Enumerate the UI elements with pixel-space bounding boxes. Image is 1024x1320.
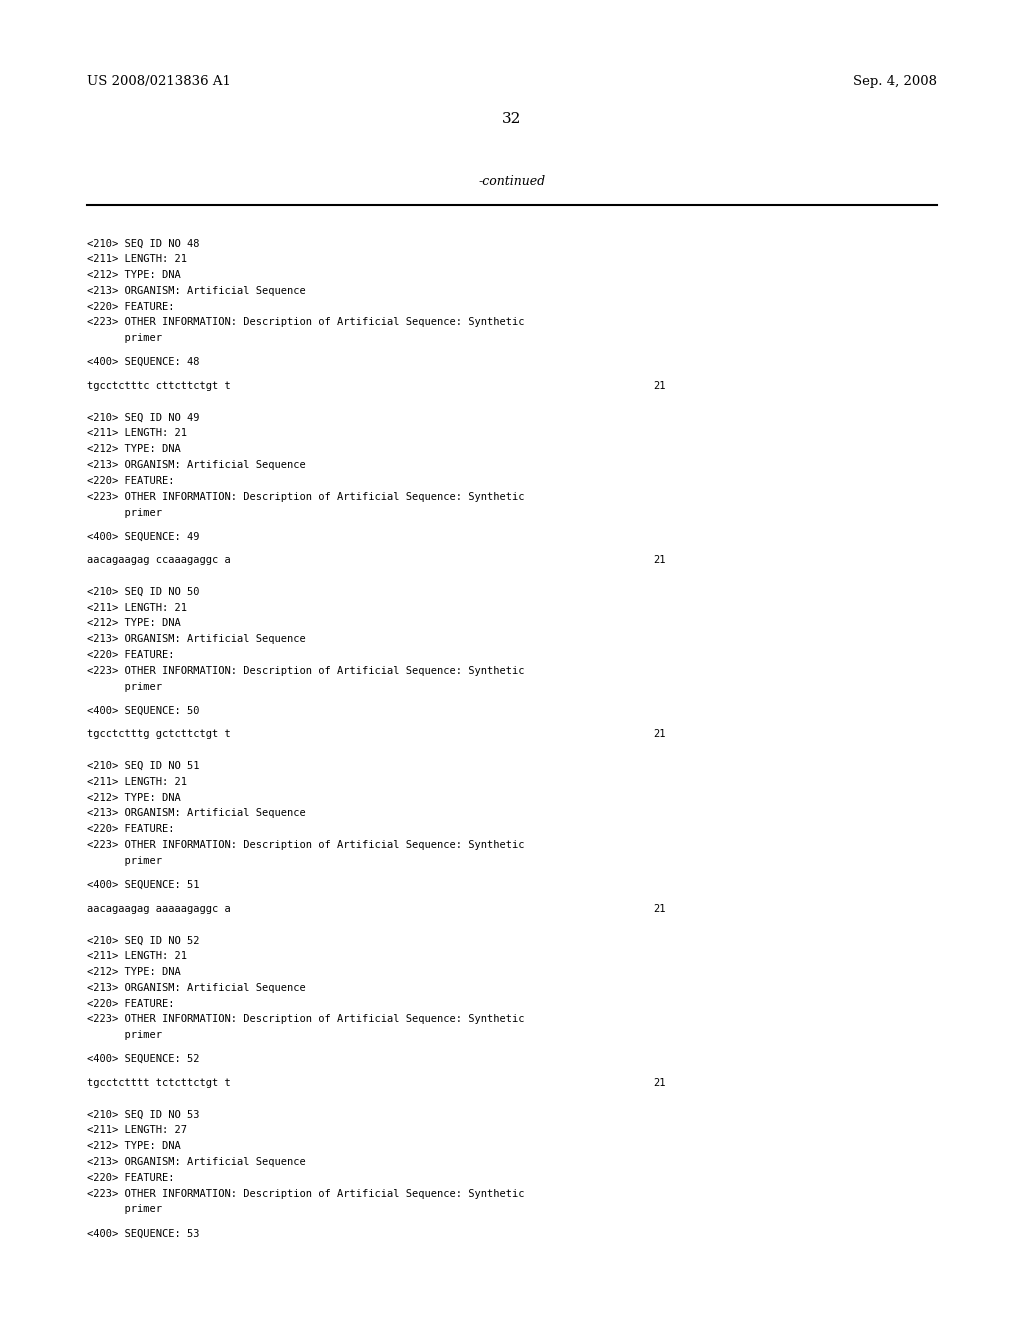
Text: primer: primer <box>87 681 162 692</box>
Text: <400> SEQUENCE: 51: <400> SEQUENCE: 51 <box>87 879 200 890</box>
Text: tgcctctttg gctcttctgt t: tgcctctttg gctcttctgt t <box>87 729 230 739</box>
Text: 21: 21 <box>653 554 666 565</box>
Text: <211> LENGTH: 21: <211> LENGTH: 21 <box>87 950 187 961</box>
Text: <220> FEATURE:: <220> FEATURE: <box>87 998 174 1008</box>
Text: 32: 32 <box>503 112 521 125</box>
Text: <220> FEATURE:: <220> FEATURE: <box>87 302 174 312</box>
Text: <213> ORGANISM: Artificial Sequence: <213> ORGANISM: Artificial Sequence <box>87 461 306 470</box>
Text: <212> TYPE: DNA: <212> TYPE: DNA <box>87 1140 181 1151</box>
Text: <212> TYPE: DNA: <212> TYPE: DNA <box>87 271 181 280</box>
Text: <210> SEQ ID NO 48: <210> SEQ ID NO 48 <box>87 238 200 248</box>
Text: <400> SEQUENCE: 48: <400> SEQUENCE: 48 <box>87 356 200 367</box>
Text: 21: 21 <box>653 729 666 739</box>
Text: primer: primer <box>87 507 162 517</box>
Text: <210> SEQ ID NO 49: <210> SEQ ID NO 49 <box>87 412 200 422</box>
Text: primer: primer <box>87 1204 162 1214</box>
Text: <400> SEQUENCE: 53: <400> SEQUENCE: 53 <box>87 1228 200 1238</box>
Text: tgcctctttc cttcttctgt t: tgcctctttc cttcttctgt t <box>87 380 230 391</box>
Text: 21: 21 <box>653 1077 666 1088</box>
Text: -continued: -continued <box>478 176 546 187</box>
Text: <211> LENGTH: 21: <211> LENGTH: 21 <box>87 428 187 438</box>
Text: <212> TYPE: DNA: <212> TYPE: DNA <box>87 618 181 628</box>
Text: aacagaagag ccaaagaggc a: aacagaagag ccaaagaggc a <box>87 554 230 565</box>
Text: <223> OTHER INFORMATION: Description of Artificial Sequence: Synthetic: <223> OTHER INFORMATION: Description of … <box>87 318 524 327</box>
Text: <211> LENGTH: 21: <211> LENGTH: 21 <box>87 253 187 264</box>
Text: <213> ORGANISM: Artificial Sequence: <213> ORGANISM: Artificial Sequence <box>87 635 306 644</box>
Text: <220> FEATURE:: <220> FEATURE: <box>87 1172 174 1183</box>
Text: <213> ORGANISM: Artificial Sequence: <213> ORGANISM: Artificial Sequence <box>87 286 306 296</box>
Text: <213> ORGANISM: Artificial Sequence: <213> ORGANISM: Artificial Sequence <box>87 808 306 818</box>
Text: primer: primer <box>87 1030 162 1040</box>
Text: <211> LENGTH: 27: <211> LENGTH: 27 <box>87 1125 187 1135</box>
Text: US 2008/0213836 A1: US 2008/0213836 A1 <box>87 75 231 88</box>
Text: <212> TYPE: DNA: <212> TYPE: DNA <box>87 966 181 977</box>
Text: primer: primer <box>87 333 162 343</box>
Text: <400> SEQUENCE: 49: <400> SEQUENCE: 49 <box>87 531 200 541</box>
Text: <210> SEQ ID NO 50: <210> SEQ ID NO 50 <box>87 586 200 597</box>
Text: <211> LENGTH: 21: <211> LENGTH: 21 <box>87 776 187 787</box>
Text: <223> OTHER INFORMATION: Description of Artificial Sequence: Synthetic: <223> OTHER INFORMATION: Description of … <box>87 492 524 502</box>
Text: <220> FEATURE:: <220> FEATURE: <box>87 477 174 486</box>
Text: tgcctctttt tctcttctgt t: tgcctctttt tctcttctgt t <box>87 1077 230 1088</box>
Text: 21: 21 <box>653 380 666 391</box>
Text: <210> SEQ ID NO 51: <210> SEQ ID NO 51 <box>87 760 200 771</box>
Text: <223> OTHER INFORMATION: Description of Artificial Sequence: Synthetic: <223> OTHER INFORMATION: Description of … <box>87 841 524 850</box>
Text: Sep. 4, 2008: Sep. 4, 2008 <box>853 75 937 88</box>
Text: <212> TYPE: DNA: <212> TYPE: DNA <box>87 792 181 803</box>
Text: <212> TYPE: DNA: <212> TYPE: DNA <box>87 444 181 454</box>
Text: <400> SEQUENCE: 52: <400> SEQUENCE: 52 <box>87 1053 200 1064</box>
Text: <210> SEQ ID NO 53: <210> SEQ ID NO 53 <box>87 1109 200 1119</box>
Text: <223> OTHER INFORMATION: Description of Artificial Sequence: Synthetic: <223> OTHER INFORMATION: Description of … <box>87 1188 524 1199</box>
Text: aacagaagag aaaaagaggc a: aacagaagag aaaaagaggc a <box>87 903 230 913</box>
Text: <223> OTHER INFORMATION: Description of Artificial Sequence: Synthetic: <223> OTHER INFORMATION: Description of … <box>87 667 524 676</box>
Text: 21: 21 <box>653 903 666 913</box>
Text: <400> SEQUENCE: 50: <400> SEQUENCE: 50 <box>87 705 200 715</box>
Text: <220> FEATURE:: <220> FEATURE: <box>87 824 174 834</box>
Text: <213> ORGANISM: Artificial Sequence: <213> ORGANISM: Artificial Sequence <box>87 982 306 993</box>
Text: <210> SEQ ID NO 52: <210> SEQ ID NO 52 <box>87 935 200 945</box>
Text: <213> ORGANISM: Artificial Sequence: <213> ORGANISM: Artificial Sequence <box>87 1156 306 1167</box>
Text: <211> LENGTH: 21: <211> LENGTH: 21 <box>87 602 187 612</box>
Text: <223> OTHER INFORMATION: Description of Artificial Sequence: Synthetic: <223> OTHER INFORMATION: Description of … <box>87 1014 524 1024</box>
Text: <220> FEATURE:: <220> FEATURE: <box>87 651 174 660</box>
Text: primer: primer <box>87 857 162 866</box>
